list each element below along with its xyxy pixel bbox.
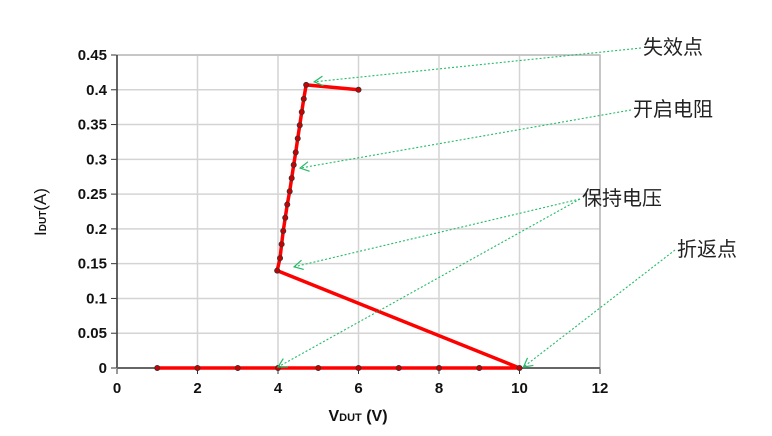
data-point	[294, 135, 301, 142]
tick-labels: 0 0.05 0.1 0.15 0.2 0.25 0.3 0.35 0.4 0.45 0 2 4 6 8 10…	[78, 47, 609, 397]
annotation-label: 失效点	[643, 35, 703, 59]
x-tick-label: 0	[113, 380, 121, 397]
data-point	[274, 267, 281, 274]
data-point	[300, 95, 307, 102]
axes	[111, 54, 601, 374]
y-tick-label: 0	[99, 360, 107, 377]
data-point	[292, 149, 299, 156]
arrowhead-icon	[522, 357, 534, 368]
data-point	[288, 175, 295, 182]
y-axis-label: IDUT(A)	[31, 188, 50, 236]
data-point	[303, 81, 310, 88]
arrowhead-icon	[292, 259, 304, 271]
data-point	[516, 364, 523, 371]
annotation-label: 保持电压	[582, 186, 662, 210]
x-tick-label: 12	[592, 380, 609, 397]
data-point	[435, 364, 442, 371]
y-tick-label: 0.45	[78, 47, 107, 64]
series-line	[157, 83, 522, 370]
y-tick-label: 0.35	[78, 117, 107, 134]
annotation-label: 折返点	[677, 237, 737, 261]
y-tick-label: 0.25	[78, 186, 107, 203]
x-tick-label: 4	[274, 380, 283, 397]
annotation-arrow	[293, 198, 581, 268]
data-point	[282, 214, 289, 221]
x-tick-label: 8	[435, 380, 443, 397]
y-tick-label: 0.4	[86, 82, 108, 99]
data-point	[355, 86, 362, 93]
y-tick-label: 0.2	[86, 221, 107, 238]
data-point	[234, 364, 241, 371]
series	[154, 81, 523, 371]
arrowhead-icon	[312, 75, 324, 87]
x-axis-label: VDUT (V)	[328, 408, 387, 425]
x-tick-label: 2	[193, 380, 201, 397]
data-point	[395, 364, 402, 371]
y-tick-label: 0.1	[86, 290, 107, 307]
arrowhead-icon	[276, 358, 288, 368]
data-point	[290, 161, 297, 168]
annotation-arrow	[314, 47, 642, 83]
data-point	[296, 122, 303, 129]
data-point	[315, 364, 322, 371]
y-tick-label: 0.05	[78, 325, 107, 342]
annotation-arrow	[277, 198, 581, 368]
arrowhead-icon	[298, 161, 310, 172]
y-tick-label: 0.3	[86, 151, 107, 168]
data-point	[286, 188, 293, 195]
annotation-label: 开启电阻	[633, 97, 713, 121]
data-point	[284, 201, 291, 208]
data-point	[194, 364, 201, 371]
data-point	[355, 364, 362, 371]
data-point	[280, 227, 287, 234]
y-tick-label: 0.15	[78, 256, 107, 273]
data-point	[277, 255, 284, 262]
data-point	[154, 364, 161, 371]
data-point	[298, 109, 305, 116]
grid	[117, 54, 601, 368]
x-tick-label: 6	[354, 380, 362, 397]
x-tick-label: 10	[511, 380, 528, 397]
data-point	[476, 364, 483, 371]
data-point	[278, 241, 285, 248]
